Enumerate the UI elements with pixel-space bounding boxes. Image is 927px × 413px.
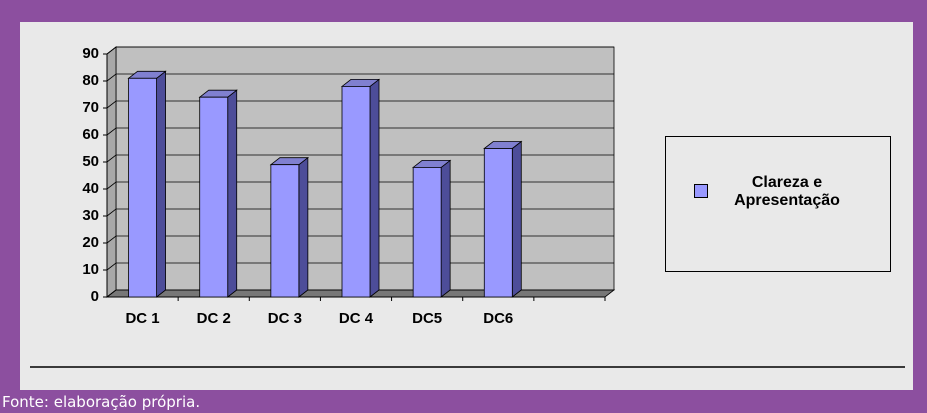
y-tick-label: 50	[82, 153, 99, 170]
y-tick-label: 60	[82, 126, 99, 143]
x-tick-label: DC6	[483, 310, 513, 327]
y-tick-label: 20	[82, 234, 99, 251]
caption: Fonte: elaboração própria.	[2, 393, 201, 411]
bar-side	[369, 78, 380, 298]
y-tick-label: 90	[82, 45, 99, 62]
bar	[199, 96, 229, 298]
y-tick-label: 30	[82, 207, 99, 224]
y-tick-label: 10	[82, 261, 99, 278]
bar	[483, 148, 513, 298]
legend	[665, 136, 891, 272]
y-tick-label: 40	[82, 180, 99, 197]
legend-label: Clareza e Apresentação	[734, 174, 840, 209]
plot-side	[106, 46, 117, 298]
x-tick-label: DC 3	[268, 310, 302, 327]
x-tick-label: DC 1	[125, 310, 159, 327]
bar-side	[227, 89, 238, 298]
bar-side	[440, 159, 451, 298]
y-tick-label: 80	[82, 72, 99, 89]
x-tick-label: DC5	[412, 310, 442, 327]
bar	[128, 77, 157, 298]
bar	[341, 86, 371, 298]
bar	[412, 166, 442, 298]
grid-line	[106, 46, 614, 55]
grid-line	[106, 73, 614, 82]
grid-line	[106, 100, 614, 109]
bar-side	[156, 70, 166, 298]
bar-side	[298, 156, 309, 298]
legend-key	[694, 184, 708, 198]
grid-line	[106, 154, 614, 163]
x-tick-label: DC 2	[197, 310, 231, 327]
bar	[270, 164, 300, 298]
y-tick-label: 0	[91, 288, 99, 305]
y-tick-label: 70	[82, 99, 99, 116]
x-tick-label: DC 4	[339, 310, 374, 327]
grid-line	[106, 127, 614, 136]
bar-side	[511, 140, 522, 298]
